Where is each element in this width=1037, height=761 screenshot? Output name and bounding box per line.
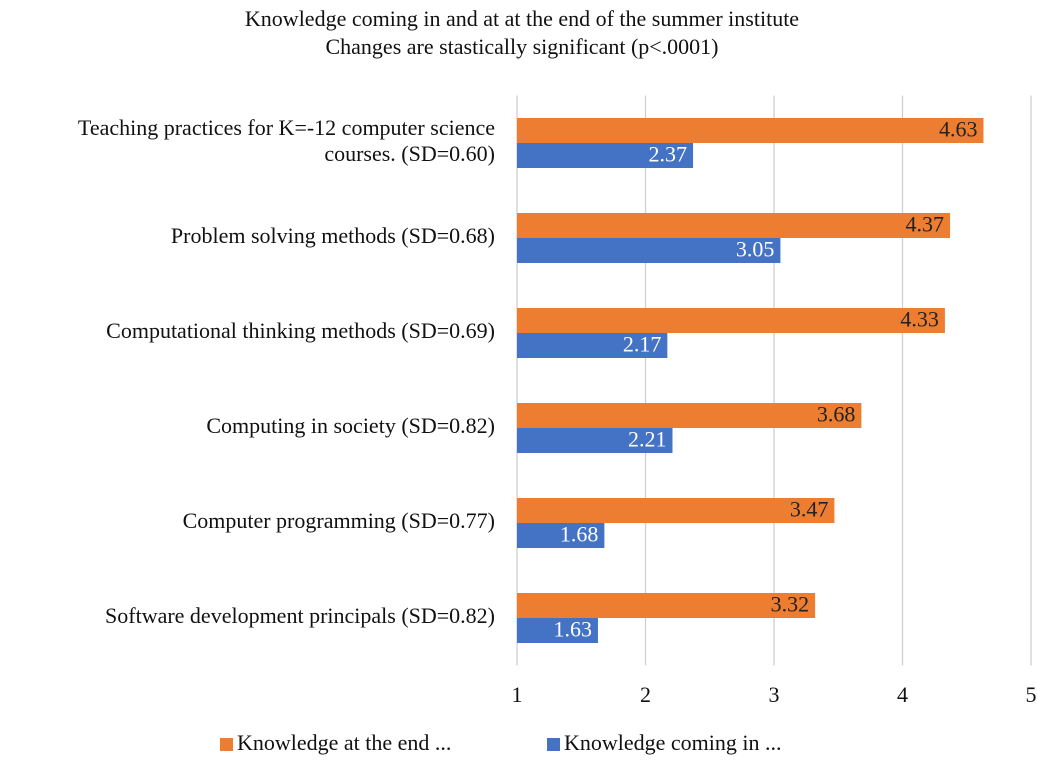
data-label: 2.21: [628, 427, 667, 452]
bar: [517, 618, 598, 643]
bar: [517, 238, 781, 263]
bar: [517, 118, 984, 143]
legend-swatch: [220, 738, 233, 751]
y-tick-label: Computer programming (SD=0.77): [183, 508, 495, 533]
data-label: 1.68: [560, 522, 599, 547]
bar: [517, 523, 605, 548]
chart-subtitle: Changes are stastically significant (p<.…: [325, 34, 718, 59]
legend-swatch: [547, 738, 560, 751]
data-label: 4.33: [900, 307, 939, 332]
data-label: 2.17: [623, 332, 662, 357]
data-label: 3.68: [817, 402, 856, 427]
bar: [517, 333, 668, 358]
legend-label: Knowledge coming in ...: [564, 730, 782, 755]
bar: [517, 593, 816, 618]
bar: [517, 213, 951, 238]
x-tick-label: 5: [1026, 682, 1037, 707]
chart-title: Knowledge coming in and at at the end of…: [245, 6, 799, 31]
x-tick-label: 1: [512, 682, 523, 707]
bar: [517, 428, 673, 453]
bar: [517, 308, 945, 333]
data-label: 4.37: [906, 212, 945, 237]
data-label: 3.05: [736, 237, 775, 262]
bar: [517, 403, 862, 428]
x-tick-label: 3: [769, 682, 780, 707]
y-tick-label: Computational thinking methods (SD=0.69): [106, 318, 495, 343]
bar: [517, 143, 694, 168]
x-tick-label: 2: [640, 682, 651, 707]
y-tick-label: Software development principals (SD=0.82…: [105, 603, 495, 628]
x-tick-label: 4: [897, 682, 908, 707]
legend-label: Knowledge at the end ...: [237, 730, 451, 755]
data-label: 1.63: [553, 617, 592, 642]
y-tick-label: Problem solving methods (SD=0.68): [171, 223, 495, 248]
data-label: 3.47: [790, 497, 829, 522]
y-tick-label: Computing in society (SD=0.82): [206, 413, 495, 438]
data-label: 4.63: [939, 117, 978, 142]
bar: [517, 498, 835, 523]
data-label: 2.37: [649, 142, 688, 167]
data-label: 3.32: [771, 592, 810, 617]
y-tick-label: Teaching practices for K=-12 computer sc…: [78, 115, 495, 166]
